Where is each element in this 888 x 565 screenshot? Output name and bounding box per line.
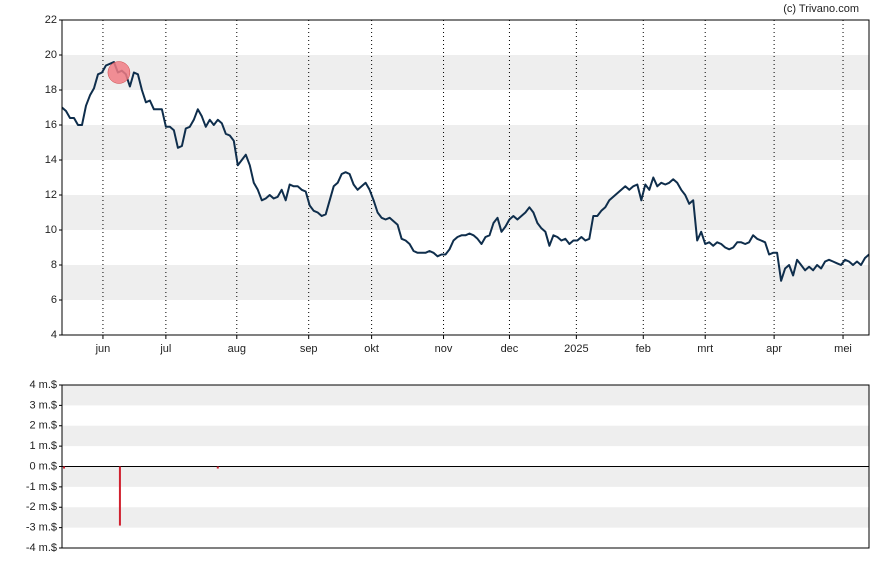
plot-frame xyxy=(61,384,870,549)
grid-band xyxy=(62,265,869,300)
bar xyxy=(118,466,121,526)
grid-band xyxy=(62,195,869,230)
bar xyxy=(62,466,65,469)
grid-band xyxy=(62,125,869,160)
y-tick-label: 10 xyxy=(45,224,57,236)
x-tick-label: sep xyxy=(300,343,318,355)
event-marker xyxy=(107,61,131,84)
bar xyxy=(216,466,219,469)
grid-band xyxy=(62,425,869,447)
grid-band xyxy=(62,55,869,90)
y-tick-label: 16 xyxy=(45,119,57,131)
y-tick-label: 0 m.$ xyxy=(29,460,57,472)
y-tick-label: 2 m.$ xyxy=(29,420,57,432)
y-tick-label: 12 xyxy=(45,189,57,201)
y-tick-label: -1 m.$ xyxy=(26,481,57,493)
plot-frame xyxy=(61,19,870,336)
y-tick-label: 20 xyxy=(45,49,57,61)
x-tick-label: jul xyxy=(159,343,171,355)
y-tick-label: 8 xyxy=(51,259,57,271)
x-tick-label: mei xyxy=(834,343,852,355)
grid-band xyxy=(62,466,869,487)
y-tick-label: 1 m.$ xyxy=(29,440,57,452)
credit: (c) Trivano.com xyxy=(783,3,859,15)
y-tick-label: 18 xyxy=(45,84,57,96)
y-tick-label: 14 xyxy=(45,154,57,166)
x-tick-label: feb xyxy=(636,343,651,355)
x-tick-label: okt xyxy=(364,343,379,355)
price-line xyxy=(61,61,870,282)
y-tick-label: 3 m.$ xyxy=(29,399,57,411)
grid-band xyxy=(62,385,869,406)
y-tick-label: 4 xyxy=(51,329,57,341)
y-tick-label: 4 m.$ xyxy=(29,379,57,391)
x-tick-label: 2025 xyxy=(564,343,588,355)
y-tick-label: -4 m.$ xyxy=(26,542,57,554)
y-tick-label: -2 m.$ xyxy=(26,501,57,513)
y-tick-label: 22 xyxy=(45,14,57,26)
x-tick-label: nov xyxy=(435,343,453,355)
x-tick-label: jun xyxy=(95,343,111,355)
x-tick-label: dec xyxy=(501,343,519,355)
y-tick-label: -3 m.$ xyxy=(26,522,57,534)
x-tick-label: apr xyxy=(766,343,782,355)
x-tick-label: aug xyxy=(228,343,246,355)
x-tick-label: mrt xyxy=(697,343,713,355)
y-tick-label: 6 xyxy=(51,294,57,306)
grid-band xyxy=(62,507,869,528)
